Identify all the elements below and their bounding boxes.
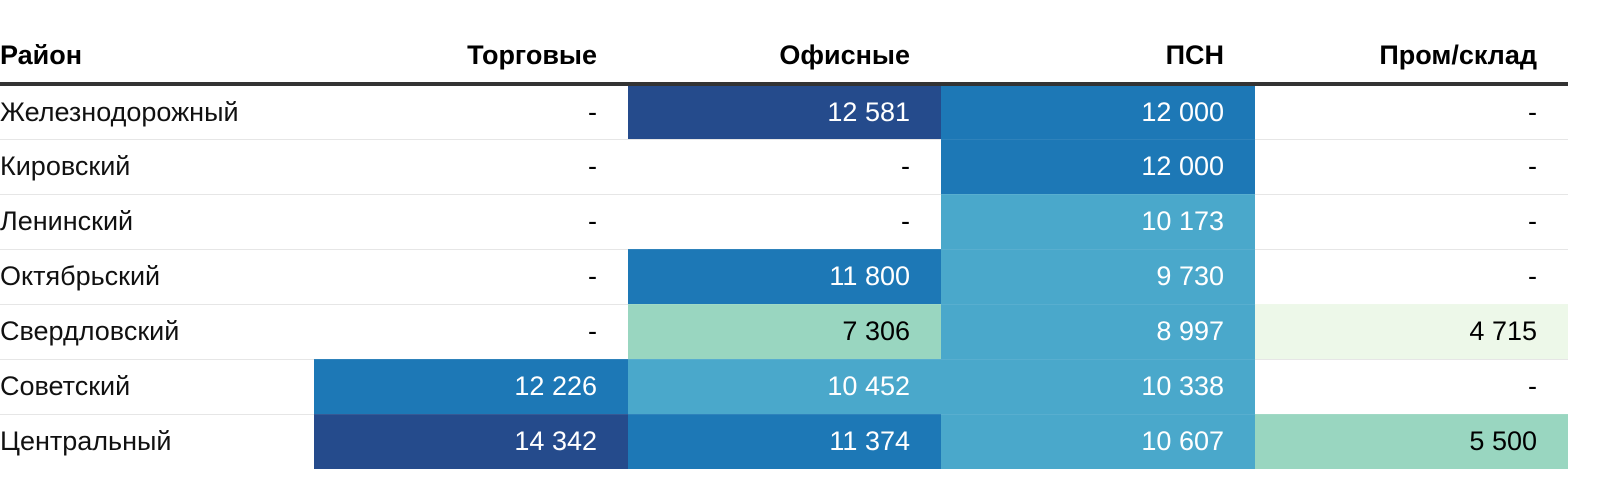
- column-header-industrial-warehouse: Пром/склад: [1255, 28, 1568, 86]
- heat-cell: -: [1255, 248, 1568, 304]
- district-name: Кировский: [0, 138, 314, 194]
- heat-cell: -: [628, 193, 941, 249]
- heat-cell: 12 000: [941, 84, 1255, 139]
- district-name: Железнодорожный: [0, 96, 239, 127]
- table-row: Центральный 14 342 11 374 10 607 5 500: [0, 413, 1568, 469]
- heat-cell: 12 000: [941, 138, 1255, 194]
- table-body: Железнодорожный -12 581 12 000- Кировский - -…: [0, 84, 1568, 469]
- table-row: Железнодорожный -12 581 12 000-: [0, 84, 1568, 139]
- heat-cell: -: [1255, 138, 1568, 194]
- district-name: Ленинский: [0, 193, 314, 249]
- table-row: Кировский - -12 000-: [0, 138, 1568, 194]
- table-row: Октябрьский -11 800 9 730-: [0, 248, 1568, 304]
- heat-cell: -: [314, 138, 628, 194]
- header-row: Район Торговые Офисные ПСН Пром/склад: [0, 28, 1568, 86]
- heat-cell: 10 607: [941, 413, 1255, 469]
- heatmap-table: Район Торговые Офисные ПСН Пром/склад Же…: [0, 28, 1568, 469]
- table-header: Район Торговые Офисные ПСН Пром/склад: [0, 28, 1568, 86]
- heat-cell: 9 730: [941, 248, 1255, 304]
- heat-cell: -: [588, 96, 597, 127]
- heat-cell: -: [628, 138, 941, 194]
- heat-cell: 11 374: [628, 413, 941, 469]
- district-name: Свердловский: [0, 303, 314, 359]
- heat-cell: 4 715: [1255, 303, 1568, 359]
- heat-cell: -: [314, 248, 628, 304]
- heat-cell: 10 452: [628, 358, 941, 414]
- heat-cell: 12 226: [314, 358, 628, 414]
- column-header-retail: Торговые: [314, 28, 628, 86]
- table-row: Свердловский -7 306 8 997 4 715: [0, 303, 1568, 359]
- district-name: Октябрьский: [0, 248, 314, 304]
- column-header-psn: ПСН: [941, 28, 1255, 86]
- district-name: Центральный: [0, 413, 314, 469]
- heat-cell: 8 997: [941, 303, 1255, 359]
- heat-cell: -: [314, 193, 628, 249]
- heat-cell: 12 581: [628, 84, 941, 139]
- heat-cell: -: [1255, 358, 1568, 414]
- heat-cell: 10 338: [941, 358, 1255, 414]
- table-row: Советский 12 226 10 452 10 338-: [0, 358, 1568, 414]
- district-name: Советский: [0, 358, 314, 414]
- heat-cell: -: [314, 303, 628, 359]
- heat-cell: 14 342: [314, 413, 628, 469]
- heat-cell: 7 306: [628, 303, 941, 359]
- heat-cell: 11 800: [628, 248, 941, 304]
- column-header-district: Район: [0, 28, 314, 86]
- table-row: Ленинский - -10 173-: [0, 193, 1568, 249]
- heat-cell: -: [1528, 96, 1537, 127]
- heat-cell: 10 173: [941, 193, 1255, 249]
- column-header-office: Офисные: [628, 28, 941, 86]
- heat-cell: 5 500: [1255, 413, 1568, 469]
- heat-cell: -: [1255, 193, 1568, 249]
